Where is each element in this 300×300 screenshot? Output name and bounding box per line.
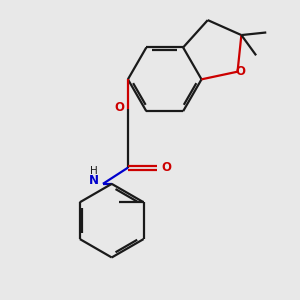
Text: N: N bbox=[89, 174, 99, 188]
Text: O: O bbox=[161, 161, 171, 174]
Text: O: O bbox=[115, 101, 125, 114]
Text: O: O bbox=[236, 65, 245, 78]
Text: H: H bbox=[90, 166, 98, 176]
